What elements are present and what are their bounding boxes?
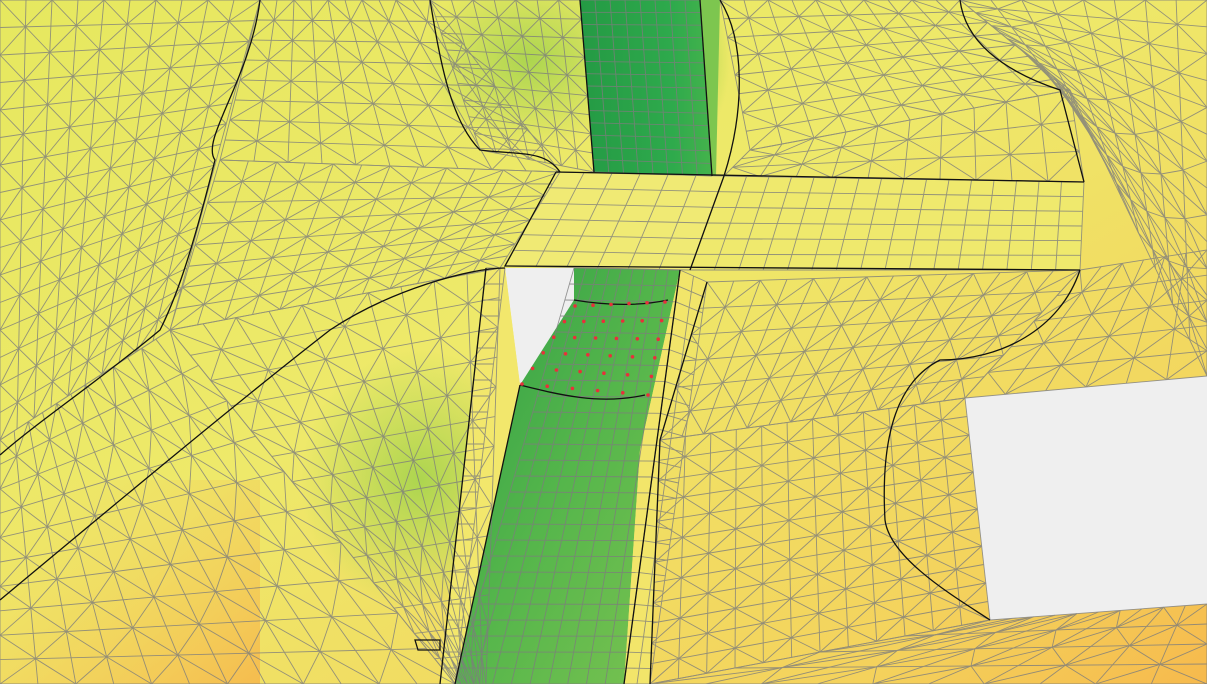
selected-node[interactable] (663, 300, 667, 304)
selected-node[interactable] (631, 355, 635, 359)
selected-node[interactable] (636, 337, 640, 341)
selected-node[interactable] (552, 335, 556, 339)
selected-node[interactable] (596, 389, 600, 393)
selected-node[interactable] (563, 320, 567, 324)
selected-node[interactable] (602, 319, 606, 323)
selected-node[interactable] (602, 371, 606, 375)
selected-node[interactable] (531, 367, 535, 371)
selected-node[interactable] (627, 302, 631, 306)
selected-node[interactable] (646, 393, 650, 397)
opening-large (965, 376, 1207, 620)
selected-node[interactable] (626, 373, 630, 377)
selected-node[interactable] (660, 319, 664, 323)
selected-node[interactable] (571, 387, 575, 391)
mesh-edge (492, 556, 642, 557)
selected-node[interactable] (640, 319, 644, 323)
selected-node[interactable] (615, 337, 619, 341)
selected-node[interactable] (573, 304, 577, 308)
mesh-edge (582, 25, 702, 26)
selected-node[interactable] (609, 303, 613, 307)
selected-node[interactable] (520, 382, 524, 386)
selected-node[interactable] (656, 337, 660, 341)
selected-node[interactable] (645, 301, 649, 305)
selected-node[interactable] (608, 354, 612, 358)
selected-node[interactable] (545, 384, 549, 388)
mesh-edge (487, 572, 639, 573)
selected-node[interactable] (594, 336, 598, 340)
selected-node[interactable] (564, 352, 568, 356)
selected-node[interactable] (586, 353, 590, 357)
selected-node[interactable] (573, 336, 577, 340)
selected-node[interactable] (578, 370, 582, 374)
selected-node[interactable] (621, 391, 625, 395)
selected-node[interactable] (555, 368, 559, 372)
selected-node[interactable] (621, 319, 625, 323)
selected-node[interactable] (541, 351, 545, 355)
selected-node[interactable] (650, 375, 654, 379)
selected-node[interactable] (591, 303, 595, 307)
selected-node[interactable] (582, 320, 586, 324)
selected-node[interactable] (653, 356, 657, 360)
